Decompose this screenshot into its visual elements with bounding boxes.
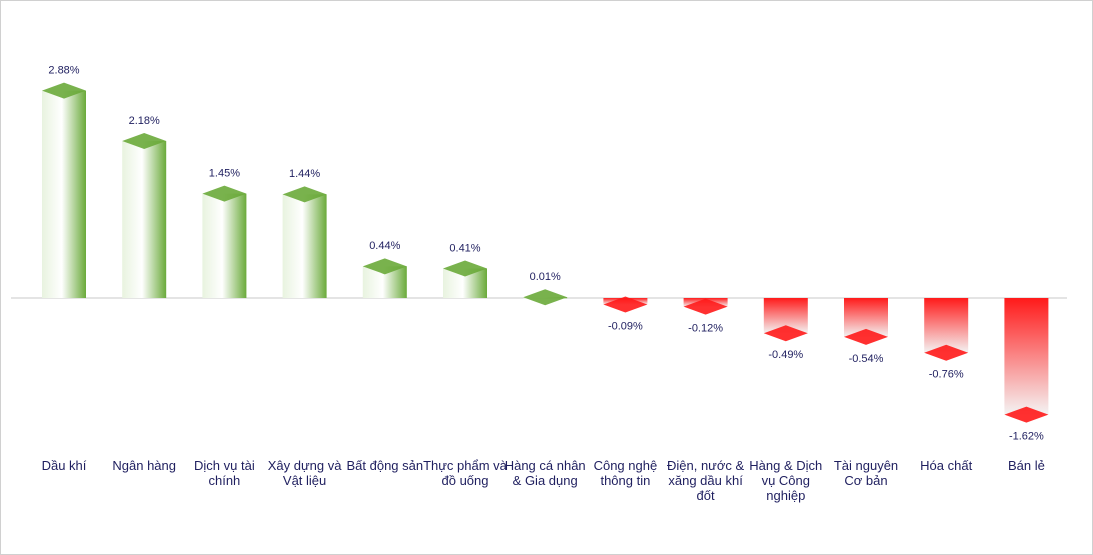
bar — [122, 133, 167, 298]
bar-cap — [924, 344, 969, 361]
value-label: 0.41% — [449, 242, 480, 254]
bar-cap — [122, 133, 167, 150]
bar-cap — [683, 298, 728, 315]
value-label: 1.45% — [209, 168, 240, 180]
bar-front — [924, 298, 969, 353]
value-label: 2.18% — [129, 115, 160, 127]
value-label: 0.44% — [369, 240, 400, 252]
bar — [362, 258, 407, 298]
bar — [844, 298, 888, 345]
value-label: 0.01% — [530, 271, 561, 283]
value-label: -0.76% — [929, 369, 964, 381]
bar — [202, 185, 247, 298]
value-label: -0.54% — [849, 353, 884, 365]
value-label: -0.09% — [608, 320, 643, 332]
bar — [523, 289, 568, 306]
bar-cap — [443, 260, 487, 277]
value-label: -1.62% — [1009, 431, 1044, 443]
category-label: Bất động sản — [346, 458, 424, 473]
bar-cap — [42, 82, 86, 99]
category-label: Ngân hàng — [112, 458, 176, 473]
category-label: Dịch vụ tài chính — [194, 458, 255, 488]
category-label: Xây dựng và Vật liệu — [267, 458, 342, 488]
category-label: Thực phẩm và đồ uống — [423, 458, 507, 488]
category-label: Hàng cá nhân & Gia dụng — [504, 458, 586, 488]
bar-front — [42, 90, 86, 298]
bar-cap — [362, 258, 407, 275]
bar — [1004, 298, 1049, 423]
bar — [763, 298, 808, 342]
category-label: Hóa chất — [920, 458, 973, 473]
category-label: Tài nguyên Cơ bản — [833, 458, 899, 488]
bar-cap — [844, 328, 888, 345]
category-label: Bán lẻ — [1007, 458, 1045, 473]
value-label: -0.12% — [688, 323, 723, 335]
category-label: Công nghệ thông tin — [593, 458, 658, 488]
bar-cap — [763, 325, 808, 342]
bar — [603, 296, 648, 313]
value-label: 2.88% — [48, 65, 79, 77]
bar — [924, 298, 969, 361]
bar-front — [282, 194, 327, 298]
category-label: Dầu khí — [41, 458, 87, 473]
bar — [443, 260, 487, 298]
bar-cap — [202, 185, 247, 202]
bar — [683, 298, 728, 315]
bar-cap — [523, 289, 568, 306]
bar-front — [202, 193, 247, 298]
bar-cap — [282, 186, 327, 203]
category-label: Điện, nước & xăng dầu khí đốt — [666, 458, 745, 503]
bar-front — [1004, 298, 1049, 415]
bar — [42, 82, 86, 298]
bar — [282, 186, 327, 298]
bar-cap — [603, 296, 648, 313]
category-label: Hàng & Dịch vụ Công nghiệp — [749, 458, 823, 503]
bar-cap — [1004, 406, 1049, 423]
value-label: 1.44% — [289, 168, 320, 180]
bar-front — [122, 141, 167, 298]
value-label: -0.49% — [768, 349, 803, 361]
